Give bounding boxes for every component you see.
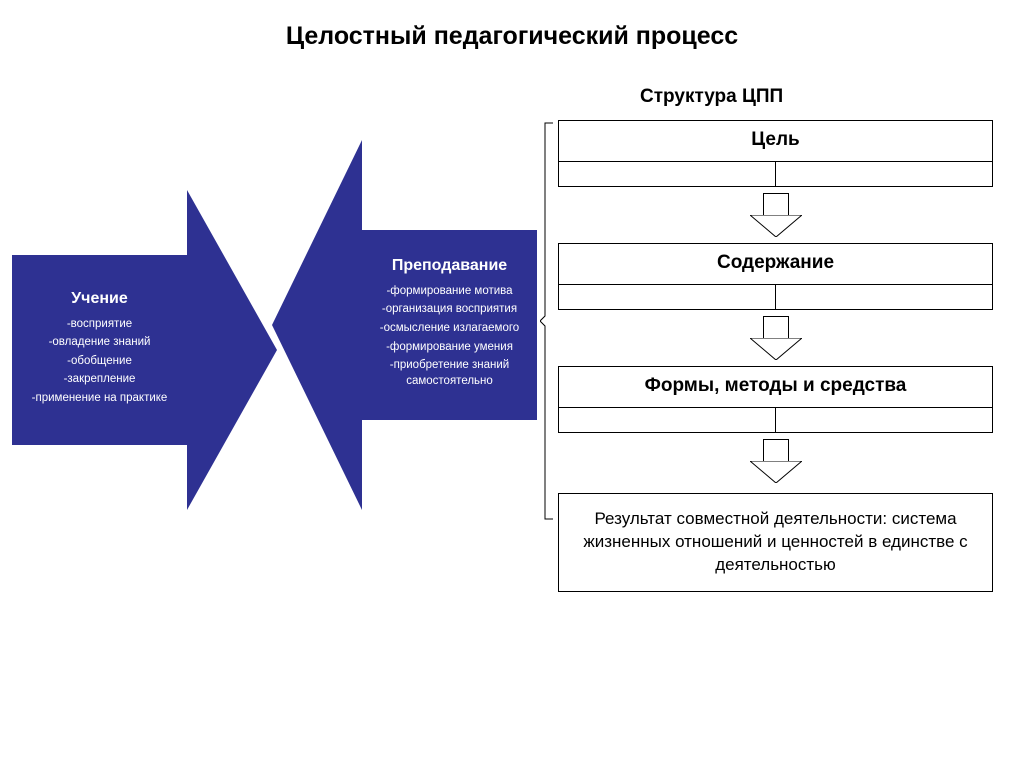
arrow-right-title: Преподавание <box>370 257 529 275</box>
arrow-right-item: -формирование мотива <box>370 284 529 300</box>
flow-node-split <box>559 161 992 186</box>
flow-node-title: Формы, методы и средства <box>559 367 992 407</box>
arrow-left-head <box>187 190 277 510</box>
arrow-left-item: -закрепление <box>20 372 179 388</box>
arrow-left-title: Учение <box>20 290 179 308</box>
arrow-right-item: -приобретение знаний самостоятельно <box>370 358 529 389</box>
flow-node-title: Цель <box>559 121 992 161</box>
flow-arrow <box>558 187 993 243</box>
arrow-left: Учение -восприятие -овладение знаний -об… <box>12 255 257 445</box>
arrow-right-item: -организация восприятия <box>370 302 529 318</box>
bracket <box>540 122 554 520</box>
arrow-left-item: -овладение знаний <box>20 335 179 351</box>
arrow-right-item: -осмысление излагаемого <box>370 321 529 337</box>
flow-node-goal: Цель <box>558 120 993 187</box>
flow-result: Результат совместной деятельности: систе… <box>558 493 993 592</box>
flow-arrow <box>558 433 993 489</box>
page-title: Целостный педагогический процесс <box>0 22 1024 51</box>
arrow-left-body: Учение -восприятие -овладение знаний -об… <box>12 255 187 445</box>
page-subtitle: Структура ЦПП <box>640 86 783 108</box>
arrow-right-head <box>272 140 362 510</box>
arrow-right: Преподавание -формирование мотива -орган… <box>292 230 537 420</box>
arrow-left-item: -обобщение <box>20 354 179 370</box>
flow-node-content: Содержание <box>558 243 993 310</box>
flow-node-split <box>559 284 992 309</box>
arrow-right-body: Преподавание -формирование мотива -орган… <box>362 230 537 420</box>
arrow-right-item: -формирование умения <box>370 340 529 356</box>
flow-node-split <box>559 407 992 432</box>
facing-arrows: Учение -восприятие -овладение знаний -об… <box>12 140 532 590</box>
flow-node-title: Содержание <box>559 244 992 284</box>
arrow-left-item: -применение на практике <box>20 391 179 407</box>
flow-column: Цель Содержание Формы, методы и средства… <box>558 120 993 592</box>
arrow-left-item: -восприятие <box>20 317 179 333</box>
flow-arrow <box>558 310 993 366</box>
flow-node-forms: Формы, методы и средства <box>558 366 993 433</box>
